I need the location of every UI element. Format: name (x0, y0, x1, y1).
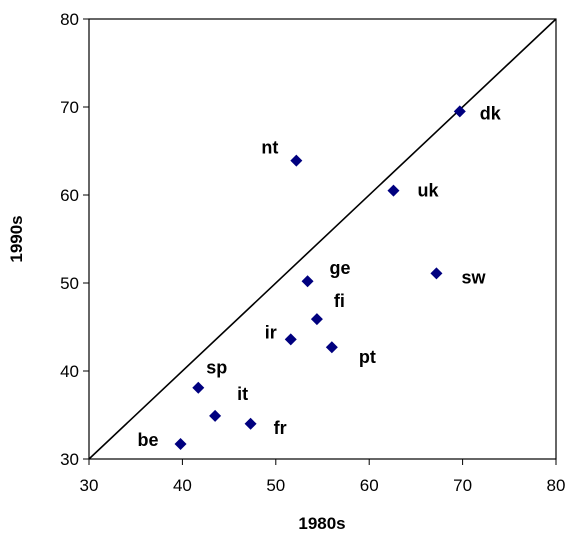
point-label-ir: ir (265, 322, 277, 342)
point-label-sp: sp (206, 358, 227, 378)
reference-line (88, 18, 557, 460)
y-tick-label: 70 (60, 98, 79, 117)
x-tick-label: 50 (266, 476, 285, 495)
x-axis-title: 1980s (298, 514, 345, 533)
data-point-uk (387, 184, 400, 197)
point-label-pt: pt (359, 347, 376, 367)
x-tick-label: 30 (80, 476, 99, 495)
data-point-fi (310, 313, 323, 326)
y-tick-label: 40 (60, 362, 79, 381)
point-label-it: it (237, 384, 248, 404)
data-point-sp (192, 381, 205, 394)
point-label-nt: nt (261, 138, 278, 158)
data-point-pt (325, 341, 338, 354)
data-point-nt (290, 154, 303, 167)
data-point-ge (301, 275, 314, 288)
data-point-be (174, 438, 187, 451)
point-label-ge: ge (330, 258, 351, 278)
y-tick-label: 50 (60, 274, 79, 293)
point-label-fi: fi (334, 291, 345, 311)
point-label-be: be (138, 430, 159, 450)
data-point-it (209, 409, 222, 422)
point-label-sw: sw (461, 267, 486, 287)
point-label-dk: dk (480, 103, 502, 123)
data-point-fr (244, 417, 257, 430)
point-label-fr: fr (274, 418, 287, 438)
data-point-dk (453, 105, 466, 118)
x-tick-label: 70 (453, 476, 472, 495)
data-point-sw (430, 267, 443, 280)
point-label-uk: uk (417, 181, 439, 201)
y-tick-label: 30 (60, 450, 79, 469)
y-tick-label: 80 (60, 10, 79, 29)
y-tick-label: 60 (60, 186, 79, 205)
x-tick-label: 40 (173, 476, 192, 495)
y-axis-title: 1990s (7, 215, 26, 262)
data-point-ir (284, 333, 297, 346)
x-tick-label: 80 (547, 476, 566, 495)
x-tick-label: 60 (360, 476, 379, 495)
